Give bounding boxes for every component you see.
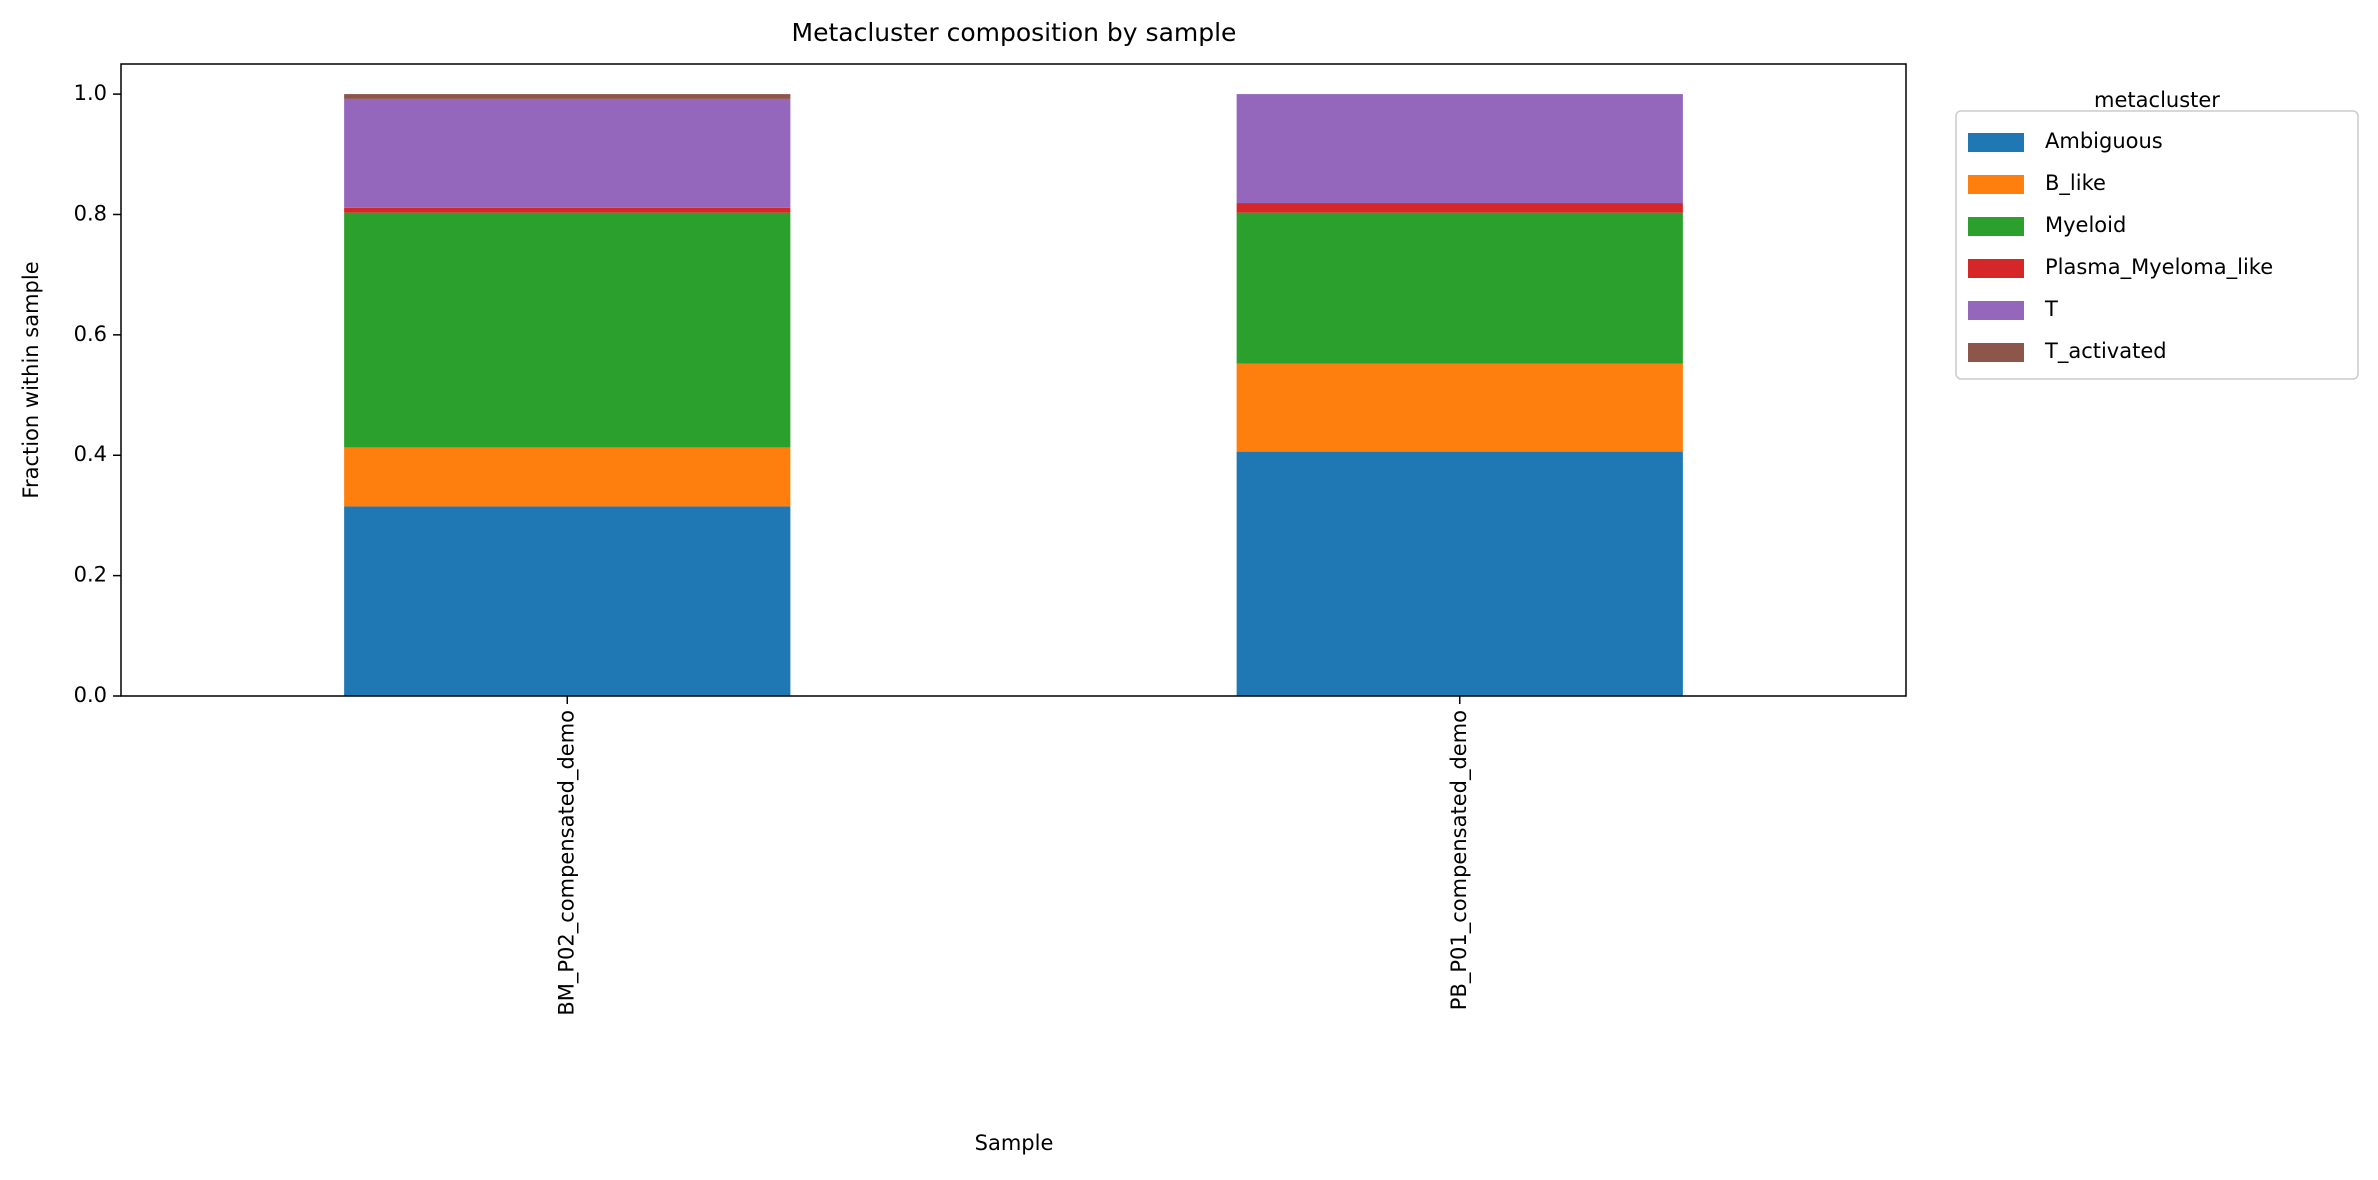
legend-swatch — [1968, 301, 2024, 320]
y-tick-label: 0.6 — [74, 322, 107, 346]
bar-segment — [344, 94, 791, 99]
legend-swatch — [1968, 133, 2024, 152]
legend-label: B_like — [2045, 171, 2106, 196]
bar-segment — [344, 207, 791, 213]
bar-segment — [344, 447, 791, 507]
bar-segment — [1236, 212, 1683, 364]
bar-segment — [344, 506, 791, 696]
x-tick-label: PB_P01_compensated_demo — [1447, 710, 1472, 1010]
bar-segment — [1236, 94, 1683, 204]
y-tick-label: 0.0 — [74, 683, 107, 707]
bar-segment — [344, 98, 791, 208]
y-tick-label: 0.8 — [74, 201, 107, 225]
legend-swatch — [1968, 175, 2024, 194]
legend-swatch — [1968, 217, 2024, 236]
legend-label: T_activated — [2044, 339, 2167, 364]
x-axis-label: Sample — [975, 1131, 1054, 1155]
bar-segment — [1236, 451, 1683, 696]
legend-label: Ambiguous — [2045, 129, 2163, 153]
bar-segment — [344, 212, 791, 448]
chart-title: Metacluster composition by sample — [792, 18, 1237, 47]
x-tick-label: BM_P02_compensated_demo — [554, 710, 579, 1016]
y-tick-label: 0.4 — [74, 442, 107, 466]
legend-label: Myeloid — [2045, 213, 2126, 237]
bar-segment — [1236, 363, 1683, 452]
legend-label: Plasma_Myeloma_like — [2045, 255, 2273, 280]
bar-segment — [1236, 203, 1683, 213]
legend-swatch — [1968, 259, 2024, 278]
legend-box — [1955, 110, 2359, 380]
y-axis-label: Fraction within sample — [19, 261, 43, 498]
legend-swatch — [1968, 343, 2024, 362]
legend: metacluster Ambiguous B_like Myeloid Plasma… — [1955, 88, 2359, 380]
legend-label: T — [2044, 297, 2058, 321]
y-tick-label: 0.2 — [74, 563, 107, 587]
legend-title: metacluster — [2094, 88, 2220, 112]
y-tick-label: 1.0 — [74, 81, 107, 105]
plot-area — [344, 94, 1683, 696]
plot-frame — [120, 63, 1907, 697]
